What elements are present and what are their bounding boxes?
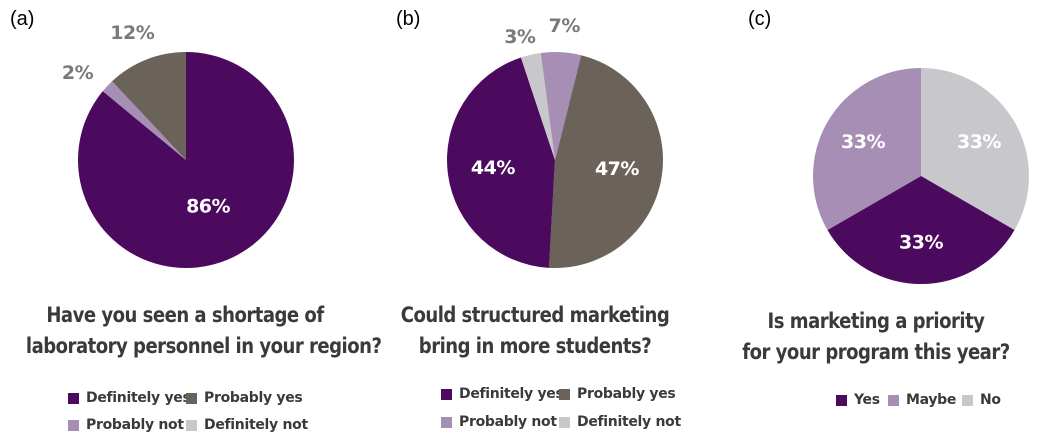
legend-swatch xyxy=(68,419,79,431)
slice-value-label: 47% xyxy=(595,158,639,180)
chart-title-line: laboratory personnel in your region? xyxy=(25,334,382,358)
legend-item: Yes xyxy=(836,392,880,408)
legend: Definitely yes Probably yes Probably not… xyxy=(0,0,370,435)
legend-swatch xyxy=(441,416,452,428)
legend-swatch xyxy=(962,394,973,406)
slice-value-label: 7% xyxy=(549,15,581,37)
pie-slice xyxy=(520,52,555,160)
legend-label: Definitely yes xyxy=(459,386,564,402)
legend-label: Probably yes xyxy=(204,390,303,406)
legend-label: Definitely not xyxy=(577,414,681,430)
slice-value-label: 33% xyxy=(899,231,943,253)
legend-label: Definitely yes xyxy=(86,390,191,406)
legend-item: Definitely yes xyxy=(68,390,191,406)
legend-item: Probably not xyxy=(441,414,557,430)
pie-chart: 86% 2% 12% xyxy=(62,22,294,268)
slice-value-label: 44% xyxy=(471,157,515,179)
slice-value-label: 86% xyxy=(186,195,230,217)
legend-label: Definitely not xyxy=(204,417,308,433)
pie-slice xyxy=(813,68,921,230)
panel-label: (c) xyxy=(748,8,772,30)
legend-label: Probably not xyxy=(86,417,184,433)
legend-swatch xyxy=(441,388,452,400)
chart-title: Have you seen a shortage of laboratory p… xyxy=(25,300,382,362)
slice-value-label: 33% xyxy=(957,131,1001,153)
legend-swatch xyxy=(186,392,197,404)
slice-value-label: 3% xyxy=(504,26,536,48)
legend-item: Probably not xyxy=(68,417,184,433)
panel-label: (a) xyxy=(10,8,35,30)
legend-item: Probably yes xyxy=(559,386,676,402)
pie-slice xyxy=(112,52,186,160)
legend-item: Definitely not xyxy=(186,417,308,433)
legend-swatch xyxy=(836,394,847,406)
pie-chart: 47% 44% 3% 7% xyxy=(446,15,664,268)
pie-slice xyxy=(921,68,1029,230)
legend-swatch xyxy=(68,392,79,404)
legend-label: Probably yes xyxy=(577,386,676,402)
legend: Definitely yes Probably yes Probably not… xyxy=(370,0,700,435)
legend-item: Maybe xyxy=(888,392,956,408)
pie-slice xyxy=(540,52,582,161)
legend-label: No xyxy=(980,392,1001,408)
legend-item: Probably yes xyxy=(186,390,303,406)
chart-panel-b: (b) 47% 44% 3% 7% Could structured marketin… xyxy=(370,0,700,435)
legend-label: Probably not xyxy=(459,414,557,430)
chart-title: Could structured marketing bring in more… xyxy=(393,300,677,362)
chart-panel-a: (a) 86% 2% 12% Have you seen a shortage of… xyxy=(0,0,382,435)
legend-item: Definitely yes xyxy=(441,386,564,402)
chart-title-line: Is marketing a priority xyxy=(767,309,985,333)
slice-value-label: 33% xyxy=(841,131,885,153)
slice-value-label: 2% xyxy=(62,62,94,84)
pie-slice xyxy=(102,81,186,160)
chart-title-line: bring in more students? xyxy=(418,334,652,358)
legend-swatch xyxy=(559,416,570,428)
legend-swatch xyxy=(559,388,570,400)
legend-swatch xyxy=(186,419,197,431)
legend-label: Maybe xyxy=(906,392,957,408)
chart-title-line: Could structured marketing xyxy=(400,303,670,327)
chart-title-line: for your program this year? xyxy=(742,340,1010,364)
chart-panel-c: (c) 33% 33% 33% Is marketing a priority fo… xyxy=(700,0,1052,435)
pie-slice xyxy=(827,176,1015,284)
pie-slice xyxy=(446,57,555,268)
legend-item: Definitely not xyxy=(559,414,681,430)
chart-title: Is marketing a priority for your program… xyxy=(725,306,1028,368)
legend: Yes Maybe No xyxy=(700,0,1052,435)
panel-label: (b) xyxy=(396,8,421,30)
chart-title-line: Have you seen a shortage of xyxy=(46,303,324,327)
legend-label: Yes xyxy=(854,392,880,408)
legend-swatch xyxy=(888,394,899,406)
pie-chart: 33% 33% 33% xyxy=(813,68,1029,284)
legend-item: No xyxy=(962,392,1001,408)
pie-slice xyxy=(548,55,664,268)
slice-value-label: 12% xyxy=(110,22,154,44)
